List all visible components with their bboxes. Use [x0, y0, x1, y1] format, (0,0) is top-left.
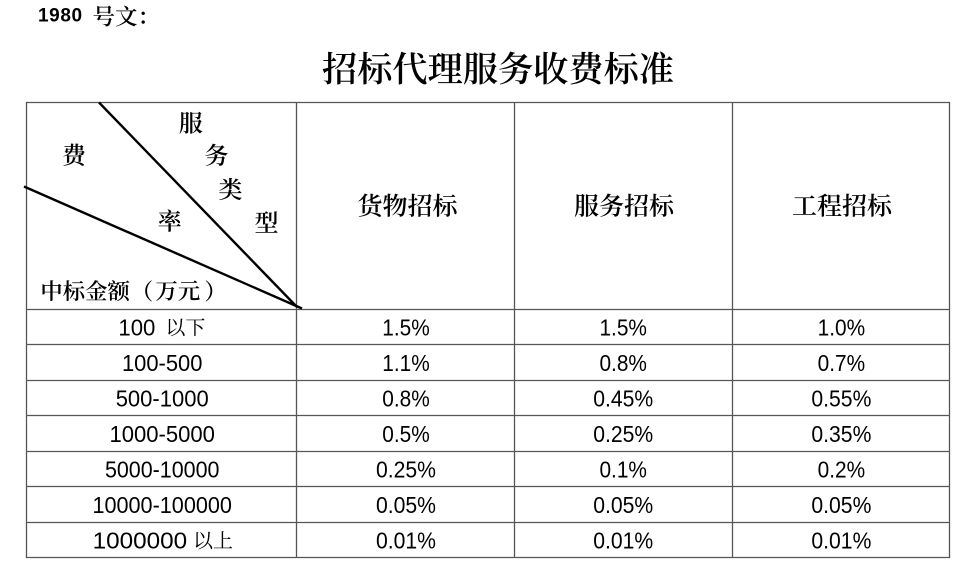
svg-text:1000-5000: 1000-5000	[109, 421, 215, 447]
svg-text:0.01%: 0.01%	[593, 528, 653, 554]
svg-text:0.1%: 0.1%	[599, 457, 647, 483]
svg-text:1.5%: 1.5%	[599, 315, 647, 341]
svg-text:0.45%: 0.45%	[593, 386, 653, 412]
svg-text:100-500: 100-500	[122, 350, 203, 376]
svg-text:0.8%: 0.8%	[382, 386, 430, 412]
svg-text:0.05%: 0.05%	[593, 492, 653, 518]
svg-text:500-1000: 500-1000	[116, 386, 209, 412]
svg-text:0.01%: 0.01%	[376, 528, 436, 554]
svg-text:0.05%: 0.05%	[811, 492, 871, 518]
svg-text:0.7%: 0.7%	[818, 350, 866, 376]
svg-text:1.1%: 1.1%	[382, 350, 430, 376]
svg-text:0.01%: 0.01%	[811, 528, 871, 554]
svg-text:5000-10000: 5000-10000	[105, 457, 220, 483]
svg-text:10000-100000: 10000-100000	[92, 492, 232, 518]
svg-text:1.5%: 1.5%	[382, 315, 430, 341]
svg-text:1980: 1980	[38, 6, 83, 27]
svg-text:0.35%: 0.35%	[811, 421, 871, 447]
svg-text:0.25%: 0.25%	[593, 421, 653, 447]
svg-text:0.55%: 0.55%	[811, 386, 871, 412]
svg-text:1000000: 1000000	[93, 528, 188, 554]
svg-text:100: 100	[118, 315, 155, 341]
svg-text:0.25%: 0.25%	[376, 457, 436, 483]
svg-text:1.0%: 1.0%	[818, 315, 866, 341]
svg-text:0.2%: 0.2%	[818, 457, 866, 483]
svg-text:0.5%: 0.5%	[382, 421, 430, 447]
svg-text:0.8%: 0.8%	[599, 350, 647, 376]
svg-text:0.05%: 0.05%	[376, 492, 436, 518]
